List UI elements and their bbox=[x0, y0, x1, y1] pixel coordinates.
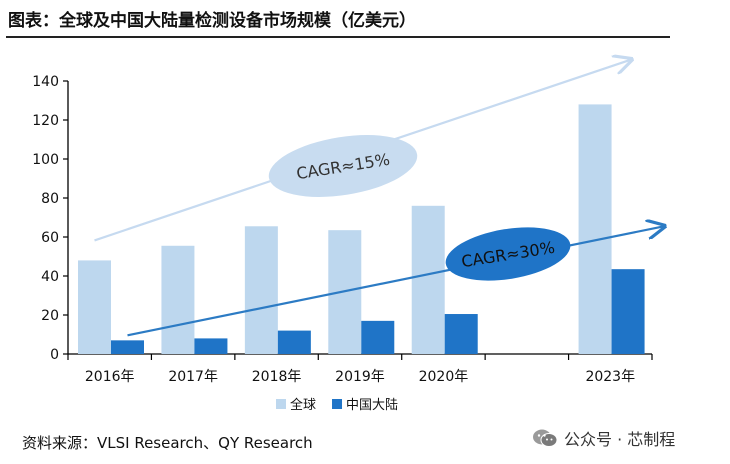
x-tick-label: 2016年 bbox=[85, 369, 135, 385]
y-tick-label: 120 bbox=[32, 113, 59, 129]
bar-global-4 bbox=[411, 205, 445, 354]
bar-global-2 bbox=[244, 226, 278, 354]
bar-china-6 bbox=[611, 269, 645, 354]
bar-global-0 bbox=[78, 260, 111, 354]
y-tick-label: 40 bbox=[41, 269, 59, 285]
y-tick-label: 100 bbox=[32, 152, 59, 168]
y-tick-label: 60 bbox=[41, 230, 59, 246]
y-tick-label: 140 bbox=[32, 74, 59, 90]
bar-global-6 bbox=[578, 104, 612, 355]
wechat-icon bbox=[533, 429, 558, 447]
cagr-global-bubble bbox=[268, 135, 418, 197]
watermark: 公众号 · 芯制程 bbox=[532, 426, 675, 450]
title-divider bbox=[6, 36, 670, 38]
y-tick-label: 80 bbox=[41, 191, 59, 207]
y-tick-label: 0 bbox=[50, 347, 59, 363]
bar-china-4 bbox=[444, 314, 478, 354]
cagr-china-bubble bbox=[445, 227, 571, 281]
x-tick-label: 2020年 bbox=[419, 369, 469, 385]
y-tick-label: 20 bbox=[41, 308, 59, 324]
bar-china-2 bbox=[277, 330, 311, 354]
x-tick-label: 2023年 bbox=[585, 369, 635, 385]
bar-china-1 bbox=[194, 338, 228, 354]
legend-swatch-china bbox=[332, 399, 343, 409]
x-tick-label: 2019年 bbox=[335, 369, 385, 385]
bar-global-1 bbox=[161, 245, 195, 354]
x-tick-label: 2018年 bbox=[252, 369, 302, 385]
page-title: 图表：全球及中国大陆量检测设备市场规模（亿美元） bbox=[8, 11, 416, 31]
x-tick-label: 2017年 bbox=[168, 369, 218, 385]
bar-china-0 bbox=[111, 340, 144, 354]
watermark-text: 公众号 · 芯制程 bbox=[564, 430, 676, 449]
legend-swatch-global bbox=[276, 399, 286, 409]
legend-label-china: 中国大陆 bbox=[346, 397, 398, 413]
legend-label-global: 全球 bbox=[290, 397, 316, 413]
source-note: 资料来源：VLSI Research、QY Research bbox=[22, 434, 313, 452]
cagr-china-arrow bbox=[127, 226, 665, 337]
bar-china-3 bbox=[361, 320, 395, 354]
